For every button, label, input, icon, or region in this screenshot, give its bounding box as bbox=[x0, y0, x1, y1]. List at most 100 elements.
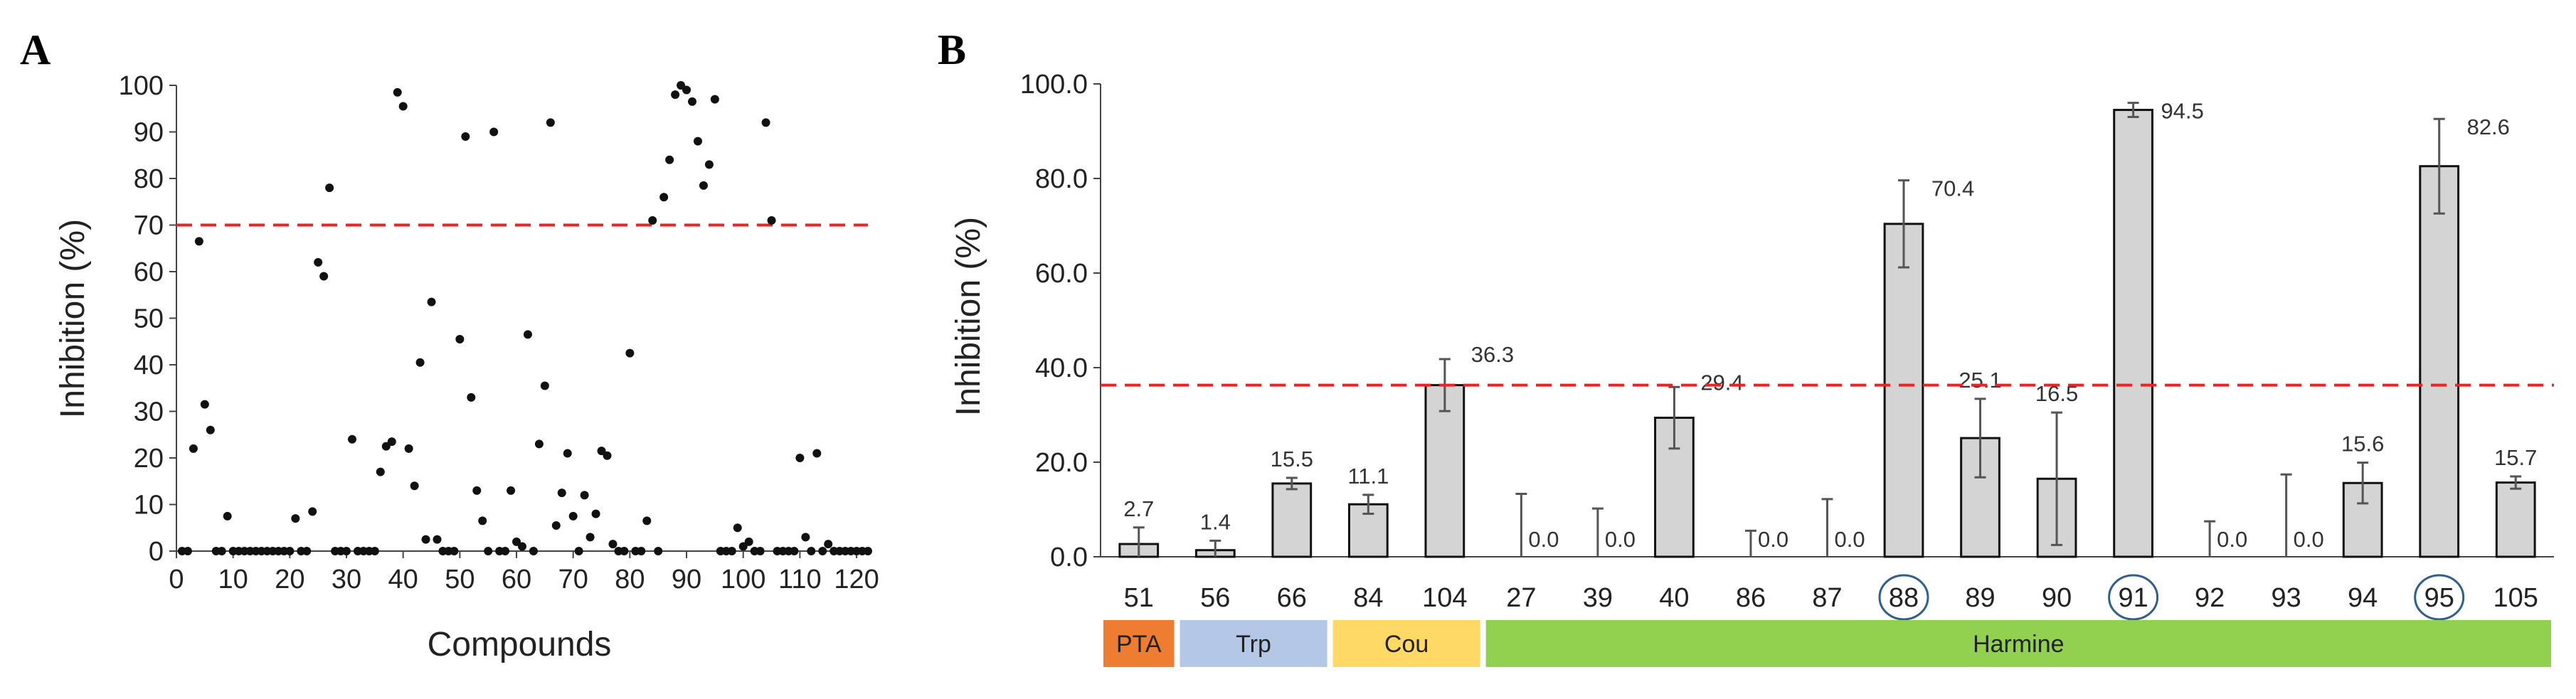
scatter-point bbox=[620, 547, 629, 555]
scatter-y-tick-label: 90 bbox=[134, 118, 164, 148]
scatter-x-tick-label: 10 bbox=[218, 565, 248, 594]
highlight-circle bbox=[2108, 574, 2159, 621]
bar-y-tick-label: 100.0 bbox=[1020, 70, 1088, 100]
scatter-y-tick-label: 70 bbox=[134, 211, 164, 241]
scatter-x-tick-label: 0 bbox=[169, 565, 184, 594]
scatter-point bbox=[597, 447, 606, 456]
scatter-x-tick-label: 70 bbox=[558, 565, 588, 594]
scatter-x-tick-label: 80 bbox=[615, 565, 645, 594]
scatter-point bbox=[756, 547, 765, 555]
scatter-point bbox=[795, 454, 805, 462]
scatter-point bbox=[387, 437, 396, 447]
scatter-point bbox=[183, 547, 192, 555]
scatter-point bbox=[381, 442, 391, 451]
scatter-point bbox=[427, 297, 436, 306]
scatter-point bbox=[501, 547, 510, 555]
bar-category-label: 86 bbox=[1736, 583, 1766, 613]
scatter-point bbox=[455, 334, 465, 343]
scatter-point bbox=[557, 489, 566, 498]
bar-value-label: 1.4 bbox=[1200, 509, 1231, 534]
scatter-point bbox=[744, 537, 753, 546]
scatter-point bbox=[433, 535, 442, 544]
scatter-point bbox=[467, 393, 476, 402]
scatter-point bbox=[551, 521, 561, 530]
scatter-point bbox=[563, 449, 572, 458]
scatter-chart: Compounds Inhibition (%) 0 10 20 30 40 50 60 70… bbox=[54, 71, 879, 663]
scatter-point bbox=[404, 444, 413, 453]
scatter-point bbox=[824, 540, 833, 549]
scatter-point bbox=[659, 193, 669, 202]
bar-category-label: 105 bbox=[2493, 583, 2538, 613]
scatter-point bbox=[812, 449, 822, 458]
highlight-circle bbox=[2414, 574, 2465, 621]
scatter-x-tick-label: 40 bbox=[388, 565, 418, 594]
scatter-point bbox=[574, 547, 583, 555]
bar-category-label: 92 bbox=[2195, 583, 2225, 613]
scatter-point bbox=[682, 85, 691, 95]
scatter-point bbox=[523, 330, 532, 339]
scatter-point bbox=[642, 516, 652, 525]
bar-category-label: 66 bbox=[1277, 583, 1307, 613]
scatter-point bbox=[546, 118, 555, 127]
group-label: Trp bbox=[1236, 631, 1271, 658]
scatter-point bbox=[410, 481, 419, 491]
bar-category-label: 104 bbox=[1422, 583, 1467, 613]
scatter-point bbox=[540, 381, 549, 390]
scatter-x-tick-label: 50 bbox=[445, 565, 475, 594]
bar-category-label: 51 bbox=[1124, 583, 1154, 613]
scatter-point bbox=[864, 547, 872, 555]
scatter-point bbox=[319, 272, 329, 281]
bar-value-label: 0.0 bbox=[1605, 527, 1636, 552]
bar-value-label: 0.0 bbox=[2217, 527, 2247, 552]
scatter-x-tick-label: 90 bbox=[672, 565, 701, 594]
scatter-point bbox=[688, 97, 697, 106]
bar-value-label: 2.7 bbox=[1123, 496, 1154, 521]
bar-category-label: 56 bbox=[1200, 583, 1230, 613]
scatter-point bbox=[308, 507, 317, 516]
bar-value-label: 82.6 bbox=[2467, 114, 2510, 139]
scatter-point bbox=[217, 547, 226, 555]
bar-value-label: 25.1 bbox=[1958, 368, 2001, 393]
group-band bbox=[1485, 620, 2551, 667]
scatter-point bbox=[347, 434, 356, 444]
scatter-point bbox=[189, 444, 198, 453]
bar bbox=[2419, 165, 2460, 558]
bar-value-label: 0.0 bbox=[2294, 527, 2324, 552]
scatter-y-tick-label: 80 bbox=[134, 164, 164, 194]
scatter-y-axis-title: Inhibition (%) bbox=[54, 219, 92, 418]
group-label: Cou bbox=[1384, 631, 1429, 658]
bar-category-label: 90 bbox=[2042, 583, 2072, 613]
panel-b-label: B bbox=[938, 26, 966, 73]
scatter-point bbox=[415, 358, 425, 367]
bar-category-label: 91 bbox=[2118, 583, 2148, 613]
scatter-point bbox=[302, 547, 312, 555]
bar-category-label: 93 bbox=[2272, 583, 2301, 613]
scatter-point bbox=[818, 547, 827, 555]
scatter-y-tick-label: 10 bbox=[134, 491, 164, 521]
bar-value-label: 15.7 bbox=[2494, 445, 2537, 470]
scatter-point bbox=[727, 547, 736, 555]
scatter-point bbox=[625, 348, 635, 358]
bar bbox=[2113, 109, 2153, 558]
scatter-point bbox=[704, 160, 714, 169]
scatter-point bbox=[489, 127, 499, 137]
group-band bbox=[1332, 620, 1480, 667]
group-band bbox=[1103, 620, 1175, 667]
bar-category-label: 87 bbox=[1812, 583, 1842, 613]
scatter-point bbox=[342, 547, 351, 555]
scatter-point bbox=[376, 467, 385, 476]
scatter-point bbox=[790, 547, 799, 555]
scatter-y-tick-label: 50 bbox=[134, 304, 164, 334]
highlight-circle bbox=[1878, 574, 1929, 621]
scatter-point bbox=[665, 155, 674, 164]
bar-value-label: 94.5 bbox=[2161, 99, 2203, 124]
scatter-y-tick-label: 20 bbox=[134, 444, 164, 474]
group-label: Harmine bbox=[1973, 631, 2064, 658]
bar-category-label: 95 bbox=[2424, 583, 2454, 613]
bar-category-label: 39 bbox=[1583, 583, 1613, 613]
scatter-point bbox=[591, 509, 600, 518]
bar-category-label: 40 bbox=[1659, 583, 1689, 613]
bar bbox=[1271, 482, 1313, 558]
bar-chart: Inhibition (%) 0.0 20.0 40.0 60.0 80.0 100.0 2… bbox=[950, 70, 2554, 667]
